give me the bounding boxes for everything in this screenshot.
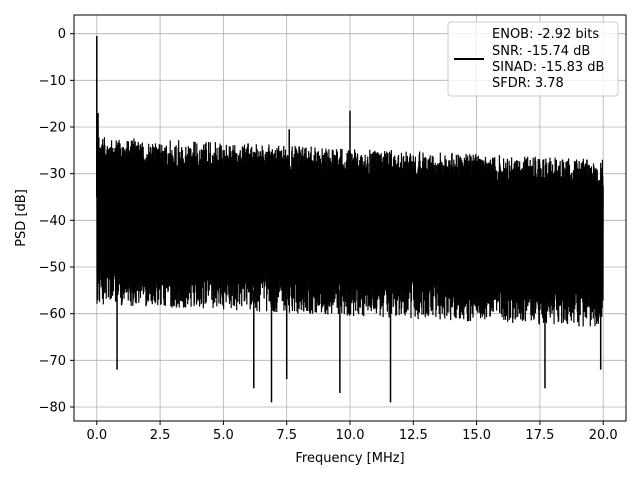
x-axis: 0.0 2.5 5.0 7.5 10.0 12.5 15.0 17.5 20.0 — [86, 421, 618, 443]
y-tick-label: −50 — [39, 261, 66, 276]
y-tick-label: −80 — [39, 401, 66, 416]
y-tick-label: −10 — [39, 74, 66, 89]
x-tick-label: 10.0 — [336, 428, 365, 443]
x-axis-label: Frequency [MHz] — [295, 451, 404, 466]
legend-box — [447, 21, 619, 97]
x-tick-label: 15.0 — [462, 428, 491, 443]
y-axis-label: PSD [dB] — [14, 189, 29, 247]
x-tick-label: 2.5 — [150, 428, 171, 443]
y-tick-label: −60 — [39, 307, 66, 322]
legend-sinad: SINAD: -15.83 dB — [492, 60, 604, 75]
y-axis: 0 −10 −20 −30 −40 −50 −60 −70 −80 — [39, 27, 74, 416]
x-tick-label: 5.0 — [213, 428, 234, 443]
y-tick-label: −20 — [39, 121, 66, 136]
y-tick-label: −70 — [39, 354, 66, 369]
x-tick-label: 17.5 — [525, 428, 554, 443]
y-tick-label: −30 — [39, 167, 66, 182]
x-tick-label: 7.5 — [276, 428, 297, 443]
x-tick-label: 12.5 — [399, 428, 428, 443]
y-tick-label: −40 — [39, 214, 66, 229]
legend: ENOB: -2.92 bits SNR: -15.74 dB SINAD: -… — [447, 21, 619, 97]
legend-sfdr: SFDR: 3.78 — [492, 76, 564, 91]
x-tick-label: 0.0 — [86, 428, 107, 443]
y-tick-label: 0 — [58, 27, 66, 42]
legend-enob: ENOB: -2.92 bits — [492, 27, 599, 42]
x-tick-label: 20.0 — [589, 428, 618, 443]
legend-snr: SNR: -15.74 dB — [492, 44, 590, 59]
psd-series — [96, 36, 604, 403]
